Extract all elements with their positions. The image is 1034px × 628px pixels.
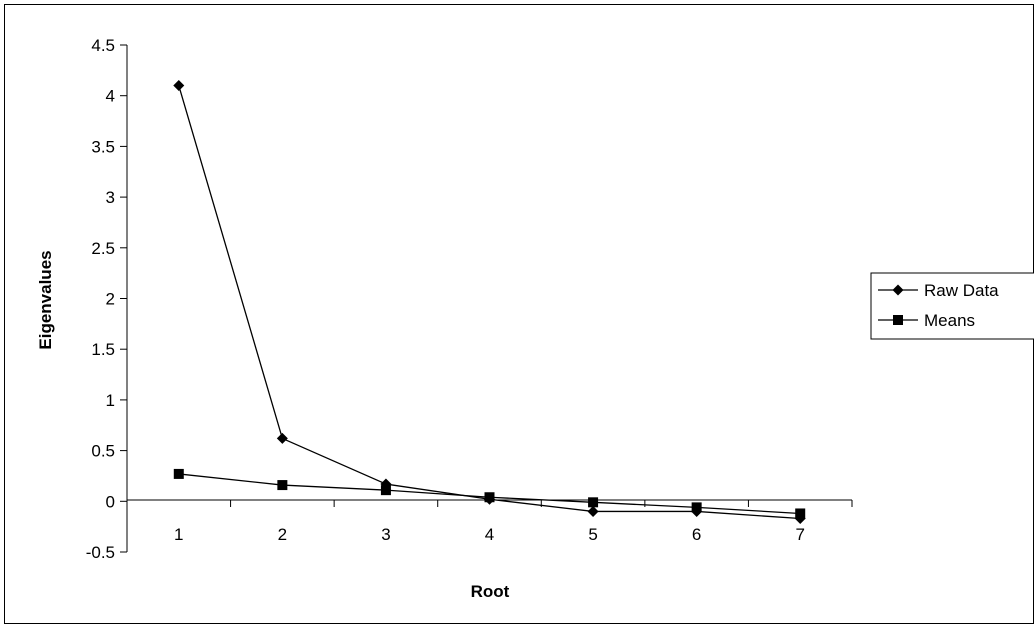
x-tick-label: 6 <box>692 525 701 544</box>
y-tick-label: 3 <box>106 188 115 207</box>
legend-box <box>870 272 1034 340</box>
y-tick-label: 4.5 <box>91 36 115 55</box>
plot-area: -0.5 0 0.5 1 1.5 2 2.5 3 3.5 4 4.5 1 2 3 4 5 6 7 <box>86 36 853 562</box>
y-tick-label: 0.5 <box>91 442 115 461</box>
y-tick-label: 1.5 <box>91 340 115 359</box>
chart-frame <box>4 4 1034 624</box>
data-point-diamond <box>276 432 288 444</box>
x-tick-label: 7 <box>795 525 804 544</box>
legend-marker-square <box>893 315 903 325</box>
x-tick-label: 5 <box>588 525 597 544</box>
series-line-raw-data <box>178 85 801 520</box>
data-point-square <box>588 497 599 508</box>
data-point-diamond <box>173 80 185 92</box>
y-tick-label: 2.5 <box>91 239 115 258</box>
y-tick-label: 2 <box>106 290 115 309</box>
legend-label: Means <box>924 311 975 330</box>
x-tick-label: 2 <box>278 525 287 544</box>
y-tick-label: 0 <box>106 492 115 511</box>
x-tick-label: 4 <box>485 525 494 544</box>
data-point-square <box>795 508 806 519</box>
x-tick-label: 3 <box>381 525 390 544</box>
data-point-square <box>691 502 702 513</box>
data-point-square <box>484 492 495 503</box>
data-point-square <box>277 480 288 491</box>
y-tick-label: 3.5 <box>91 137 115 156</box>
legend-label: Raw Data <box>924 281 999 300</box>
data-point-square <box>380 485 391 496</box>
y-tick-label: -0.5 <box>86 543 115 562</box>
data-point-square <box>173 468 184 479</box>
x-axis-title: Root <box>471 582 510 601</box>
y-axis-title: Eigenvalues <box>36 250 55 349</box>
data-point-diamond <box>587 505 599 517</box>
y-tick-label: 1 <box>106 391 115 410</box>
x-tick-label: 1 <box>174 525 183 544</box>
y-tick-label: 4 <box>106 87 115 106</box>
legend-marker-diamond <box>892 284 904 296</box>
legend: Raw Data Means <box>870 272 1034 340</box>
